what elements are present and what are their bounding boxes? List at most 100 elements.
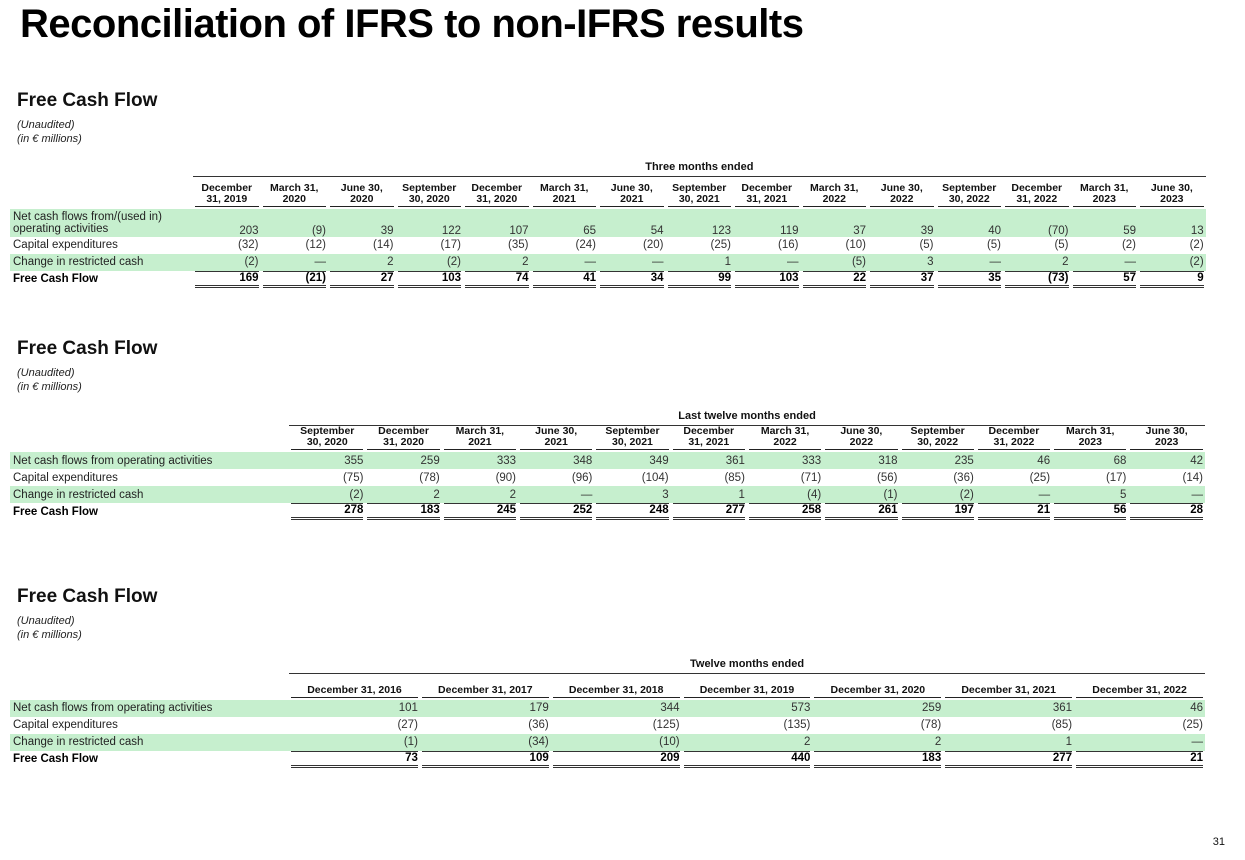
table-cell: 22 [801, 270, 869, 288]
cell-value: 107 [509, 224, 529, 237]
cell-value: 2 [387, 256, 394, 268]
cell-value: (24) [575, 239, 596, 251]
cell-value: 22 [802, 270, 866, 288]
column-header: December 31, 2021 [671, 426, 747, 453]
cell-value: 2 [509, 488, 517, 501]
column-header: December 31, 2018 [551, 674, 682, 700]
total-row: Free Cash Flow 169 (21) 27 103 74 41 34 99 103 22 3… [10, 270, 1206, 288]
table-cell: (2) [1138, 237, 1206, 254]
column-header-line: September [402, 181, 457, 194]
page-title: Reconciliation of IFRS to non-IFRS resul… [20, 2, 804, 46]
table-cell: (36) [420, 717, 551, 734]
section-1-units: (in € millions) [17, 133, 82, 145]
cell-value: 28 [1130, 503, 1203, 520]
cell-value: 68 [1113, 454, 1127, 467]
table-cell: 5 [1052, 486, 1129, 503]
table-cell: 259 [365, 452, 442, 469]
column-header-line: June 30, [1145, 425, 1188, 437]
table-cell: (96) [518, 469, 594, 486]
section-1-title: Free Cash Flow [17, 90, 158, 111]
cell-value: (104) [641, 471, 669, 484]
cell-value: 235 [954, 454, 974, 467]
column-header-line: 2022 [890, 192, 914, 205]
column-header-line: December 31, 2021 [961, 683, 1056, 696]
cell-value: (14) [373, 239, 394, 251]
cell-value: (85) [724, 471, 745, 484]
table-cell: 179 [419, 699, 551, 717]
cell-value: 103 [735, 270, 799, 288]
row-label: Capital expenditures [13, 719, 118, 731]
cell-value: 261 [825, 503, 898, 520]
column-header: September 30, 2021 [594, 426, 670, 453]
table-cell: 1 [665, 253, 733, 271]
column-header-line: March 31, [540, 181, 589, 194]
cell-value: — [1191, 736, 1204, 748]
column-header-line: 30, 2020 [408, 192, 450, 205]
cell-value: (1) [403, 736, 418, 748]
table-cell: 21 [976, 503, 1052, 520]
column-header-line: December [683, 425, 735, 437]
table-cell: (35) [463, 237, 531, 254]
cell-value: (90) [495, 471, 517, 484]
table-cell: 39 [328, 208, 396, 237]
column-header: December 31, 2022 [976, 426, 1052, 453]
cell-value: 440 [683, 750, 811, 768]
table-cell: (4) [746, 486, 824, 503]
table-cell: 99 [666, 270, 734, 288]
table-cell: 34 [598, 270, 666, 288]
cell-value: 56 [1054, 503, 1127, 520]
table-cell: 1 [943, 733, 1075, 751]
column-header: June 30, 2022 [868, 177, 936, 209]
column-header: September 30, 2022 [900, 426, 976, 453]
table-cell: 103 [396, 270, 464, 288]
cell-value: (2) [1189, 239, 1204, 251]
cell-value: — [584, 256, 597, 268]
cell-value: (5) [919, 239, 934, 251]
cell-value: — [314, 256, 327, 268]
table-row: Capital expenditures (32) (12) (14) (17) (35)… [10, 237, 1206, 254]
row-label: Free Cash Flow [13, 273, 98, 285]
table-cell: 252 [518, 503, 594, 520]
table-cell: 37 [868, 270, 936, 288]
cell-value: (73) [1005, 270, 1069, 288]
cell-value: — [652, 256, 664, 268]
table-cell: 65 [530, 208, 598, 237]
cell-value: 361 [725, 454, 745, 467]
cell-value: 197 [901, 503, 974, 520]
cell-value: (36) [953, 471, 974, 484]
column-header-line: December [201, 181, 253, 194]
column-header-line: September [672, 181, 727, 194]
column-header-line: June 30, [840, 425, 883, 437]
cell-value: 333 [802, 454, 822, 467]
cell-value: — [989, 256, 1002, 268]
table-cell: (5) [800, 253, 868, 271]
table-cell: (24) [531, 237, 599, 254]
table-cell: (125) [551, 717, 682, 734]
column-header-line: December 31, 2016 [307, 683, 402, 696]
table-cell: (56) [823, 469, 899, 486]
section-2-unaudited: (Unaudited) [17, 367, 75, 379]
cell-value: 344 [660, 702, 680, 714]
table-cell: 169 [193, 270, 261, 288]
column-header: June 30, 2023 [1138, 177, 1206, 209]
column-header-line: 30, 2021 [612, 436, 653, 448]
cell-value: 333 [496, 454, 517, 467]
cell-value: (4) [807, 488, 822, 501]
cell-value: (2) [1121, 239, 1136, 251]
cell-value: 122 [441, 224, 461, 237]
cell-value: 1 [1065, 736, 1073, 748]
table-row: Capital expenditures (27) (36) (125) (135) (7… [10, 717, 1205, 734]
column-header-line: 31, 2021 [688, 436, 730, 448]
column-header-line: June 30, [880, 181, 923, 194]
cell-value: (25) [710, 239, 731, 251]
table-cell: — [1128, 486, 1205, 503]
cell-value: — [580, 488, 593, 501]
cell-value: 37 [853, 224, 866, 237]
row-label: Free Cash Flow [13, 753, 98, 765]
cell-value: 2 [934, 736, 942, 748]
table-cell: (71) [747, 469, 823, 486]
column-header-line: March 31, [455, 425, 505, 437]
cell-value: 245 [443, 503, 517, 520]
column-header: December 31, 2022 [1074, 674, 1205, 700]
column-header: June 30, 2023 [1128, 426, 1205, 453]
